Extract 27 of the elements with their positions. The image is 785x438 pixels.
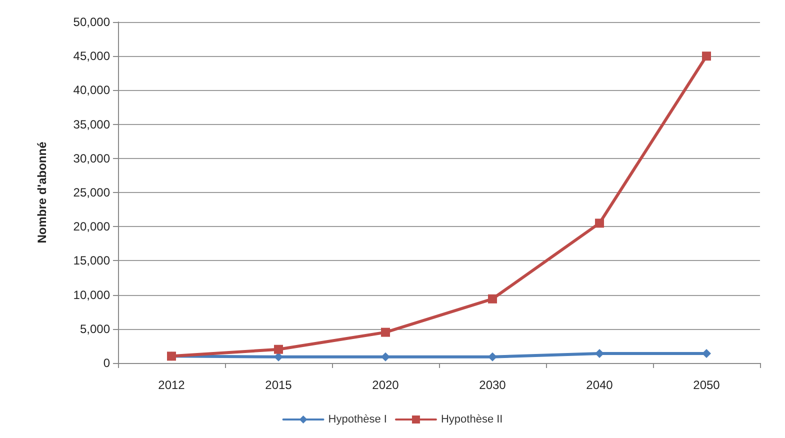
y-tick-label: 0: [103, 356, 110, 370]
point: [381, 352, 390, 362]
point: [381, 328, 390, 337]
x-tick-label: 2040: [586, 378, 614, 392]
point: [595, 218, 604, 228]
x-tick-label: 2012: [158, 378, 186, 392]
y-axis-title: Nombre d'abonné: [35, 141, 49, 244]
x-tick-label: 2050: [693, 378, 720, 392]
y-tick-label: 20,000: [73, 220, 110, 234]
x-tick-label: 2020: [372, 378, 400, 392]
y-tick-label: 10,000: [73, 288, 110, 302]
y-tick-label: 40,000: [73, 83, 110, 98]
point: [274, 344, 283, 354]
y-tick-label: 30,000: [73, 151, 110, 166]
x-tick-label: 2030: [479, 378, 506, 392]
y-tick-label: 25,000: [73, 186, 110, 200]
y-tick-label: 5,000: [80, 322, 110, 336]
point: [488, 352, 497, 362]
y-tick-label: 35,000: [73, 117, 110, 132]
point: [702, 52, 711, 61]
x-tick-label: 2015: [265, 378, 292, 392]
point: [488, 294, 497, 304]
legend-label: Hypothèse I: [328, 414, 387, 426]
legend-label: Hypothèse II: [440, 414, 503, 426]
y-tick-label: 15,000: [73, 254, 110, 268]
y-tick-label: 45,000: [73, 49, 110, 64]
y-tick-label: 50,000: [73, 15, 110, 29]
